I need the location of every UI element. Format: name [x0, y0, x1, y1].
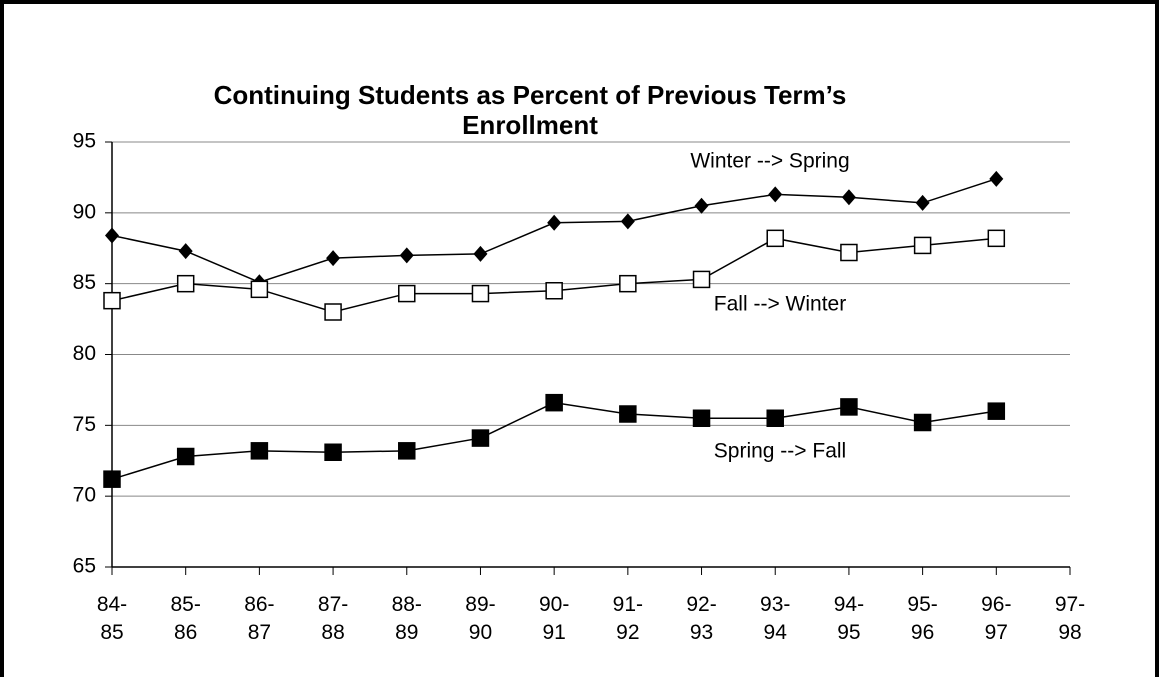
- x-tick-line: 97: [985, 621, 1008, 644]
- marker: [473, 245, 488, 262]
- x-tick-line: 91: [542, 621, 565, 644]
- marker: [620, 213, 635, 230]
- x-tick-line: 87: [248, 621, 271, 644]
- x-tick-line: 95-: [907, 593, 937, 616]
- series-line: [111, 401, 997, 480]
- marker: [105, 227, 119, 244]
- marker: [768, 186, 783, 203]
- y-tick-label: 80: [73, 342, 96, 365]
- marker: [766, 229, 784, 248]
- x-tick-line: 97-: [1055, 593, 1085, 616]
- x-tick-line: 94: [764, 621, 788, 644]
- marker: [398, 284, 416, 303]
- marker: [692, 270, 711, 289]
- x-tick-label: 84-85: [97, 593, 127, 644]
- x-tick-line: 84-: [97, 593, 127, 616]
- x-tick-line: 87-: [318, 593, 348, 616]
- series-label: Winter --> Spring: [690, 150, 849, 173]
- x-tick-label: 94-95: [834, 593, 864, 644]
- marker: [987, 229, 1006, 248]
- marker: [694, 197, 709, 214]
- series-label: Spring --> Fall: [714, 440, 846, 463]
- x-tick-label: 93-94: [760, 593, 790, 644]
- x-tick-line: 89-: [465, 593, 495, 616]
- series-label: Fall --> Winter: [714, 293, 846, 316]
- x-tick-line: 85: [100, 621, 123, 644]
- x-tick-line: 89: [395, 621, 418, 644]
- y-tick-label: 95: [73, 130, 96, 153]
- marker: [324, 303, 342, 321]
- marker: [250, 280, 269, 299]
- y-tick-label: 65: [73, 555, 96, 578]
- marker: [471, 284, 490, 303]
- chart-title: Continuing Students as Percent of Previo…: [213, 80, 847, 140]
- x-tick-line: 91-: [613, 593, 643, 616]
- marker: [841, 189, 856, 206]
- marker: [692, 409, 711, 427]
- x-tick-line: 93-: [760, 593, 790, 616]
- marker: [840, 398, 858, 416]
- x-tick-line: 88: [321, 621, 344, 644]
- x-tick-line: 90-: [539, 593, 569, 616]
- marker: [176, 447, 195, 466]
- marker: [987, 402, 1006, 420]
- marker: [471, 429, 490, 447]
- marker: [547, 214, 562, 231]
- x-tick-line: 93: [690, 621, 713, 644]
- x-tick-label: 89-90: [465, 593, 495, 644]
- x-tick-line: 96: [911, 621, 934, 644]
- marker: [399, 247, 414, 264]
- x-tick-line: 94-: [834, 593, 864, 616]
- marker: [989, 170, 1004, 187]
- x-tick-label: 97-98: [1055, 593, 1085, 644]
- y-tick-label: 90: [73, 200, 96, 223]
- x-tick-line: 86-: [244, 593, 274, 616]
- marker: [913, 236, 932, 255]
- marker: [398, 442, 416, 460]
- marker: [619, 405, 637, 423]
- x-tick-label: 87-88: [318, 593, 348, 644]
- y-tick-label: 70: [73, 484, 96, 507]
- marker: [103, 470, 121, 488]
- x-tick-line: 92-: [686, 593, 716, 616]
- y-tick-label: 85: [73, 271, 96, 294]
- x-tick-line: 98: [1058, 621, 1081, 644]
- x-tick-line: 86: [174, 621, 197, 644]
- x-tick-label: 85-86: [171, 593, 201, 644]
- marker: [250, 442, 269, 460]
- marker: [913, 413, 932, 432]
- marker: [545, 282, 563, 300]
- y-tick-label: 75: [73, 413, 96, 436]
- marker: [178, 243, 193, 260]
- x-tick-line: 96-: [981, 593, 1011, 616]
- x-tick-label: 92-93: [686, 593, 716, 644]
- marker: [176, 274, 195, 293]
- marker: [840, 243, 858, 262]
- marker: [103, 291, 121, 310]
- x-tick-line: 95: [837, 621, 860, 644]
- x-tick-label: 88-89: [392, 593, 422, 644]
- x-tick-label: 90-91: [539, 593, 569, 644]
- x-tick-line: 90: [469, 621, 492, 644]
- x-tick-label: 96-97: [981, 593, 1011, 644]
- x-tick-line: 92: [616, 621, 639, 644]
- marker: [915, 194, 930, 211]
- x-tick-label: 86-87: [244, 593, 274, 644]
- series-line: [111, 237, 997, 313]
- marker: [324, 443, 342, 461]
- marker: [326, 250, 341, 267]
- marker: [766, 409, 784, 427]
- x-tick-label: 91-92: [613, 593, 643, 644]
- x-tick-line: 85-: [171, 593, 201, 616]
- marker: [619, 274, 637, 293]
- x-tick-line: 88-: [392, 593, 422, 616]
- marker: [545, 393, 563, 412]
- x-tick-label: 95-96: [907, 593, 937, 644]
